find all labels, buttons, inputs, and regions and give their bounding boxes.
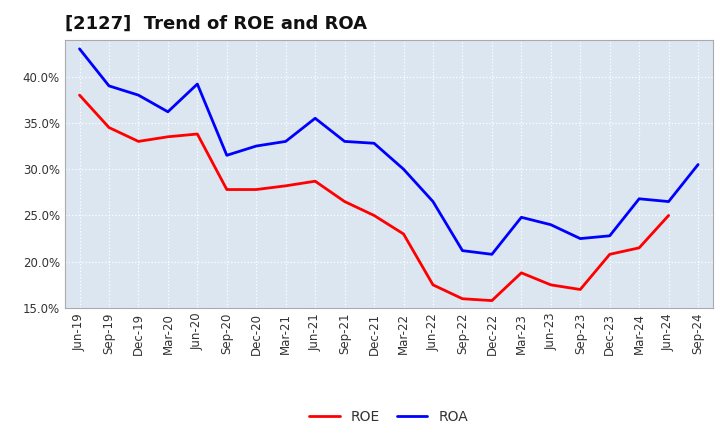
ROA [487,252,496,257]
ROA [311,116,320,121]
ROA [606,233,614,238]
ROA [428,199,437,204]
ROA [252,143,261,149]
ROE [606,252,614,257]
Line: ROA: ROA [79,49,698,254]
ROE [341,199,349,204]
ROE [458,296,467,301]
ROE [222,187,231,192]
ROA [635,196,644,202]
ROA [222,153,231,158]
ROE [546,282,555,287]
ROA [458,248,467,253]
ROE [252,187,261,192]
ROA [104,83,113,88]
ROE [487,298,496,303]
ROA [665,199,673,204]
ROE [517,270,526,275]
ROE [576,287,585,292]
Legend: ROE, ROA: ROE, ROA [304,405,474,430]
ROA [694,162,703,167]
ROA [546,222,555,227]
Text: [2127]  Trend of ROE and ROA: [2127] Trend of ROE and ROA [65,15,366,33]
ROE [311,179,320,184]
ROA [134,92,143,98]
ROE [193,132,202,137]
ROE [399,231,408,237]
Line: ROE: ROE [79,95,669,301]
ROA [75,46,84,51]
ROA [341,139,349,144]
ROE [104,125,113,130]
ROA [576,236,585,241]
ROA [399,166,408,172]
ROE [163,134,172,139]
ROE [635,245,644,250]
ROA [370,141,379,146]
ROE [75,92,84,98]
ROA [193,81,202,87]
ROE [370,213,379,218]
ROA [282,139,290,144]
ROE [134,139,143,144]
ROE [282,183,290,188]
ROE [428,282,437,287]
ROE [665,213,673,218]
ROA [163,109,172,114]
ROA [517,215,526,220]
